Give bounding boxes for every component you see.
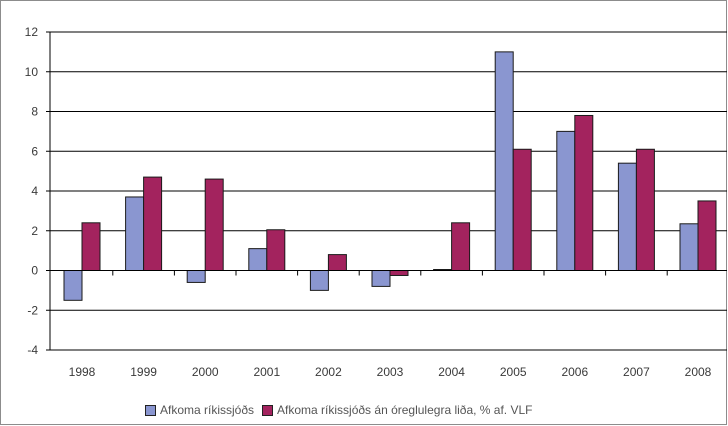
x-tick-label: 2003 [377, 365, 404, 379]
x-tick-label: 2007 [623, 365, 650, 379]
legend-item-series-2: Afkoma ríkissjóðs án óreglulegra liða, %… [262, 403, 532, 417]
bar-series-1-2003 [371, 270, 391, 287]
bar-series-2-2003 [389, 270, 409, 276]
x-tick-label: 2000 [192, 365, 219, 379]
legend-swatch-series-1 [145, 404, 156, 416]
legend-swatch-series-2 [262, 404, 274, 416]
bar-series-2-2007 [635, 148, 655, 271]
y-tick-label: 6 [31, 144, 38, 158]
legend-item-series-1: Afkoma ríkissjóðs [145, 403, 254, 417]
x-tick-labels: 1998 1999 2000 2001 2002 2003 2004 2005 2006 2007… [69, 365, 712, 379]
x-tick-label: 1999 [130, 365, 157, 379]
y-tick-label: 4 [31, 184, 38, 198]
bar-series-1-2001 [248, 248, 268, 271]
bar-series-2-1999 [143, 176, 163, 271]
legend-label-series-1: Afkoma ríkissjóðs [160, 403, 255, 417]
x-tick-label: 2001 [253, 365, 280, 379]
legend: Afkoma ríkissjóðs Afkoma ríkissjóðs án ó… [145, 402, 540, 418]
y-tick-labels: 12 10 8 6 4 2 0 -2 -4 [25, 25, 39, 357]
x-tick-label: 2002 [315, 365, 342, 379]
bar-series-2-2000 [204, 178, 224, 271]
bars [63, 51, 717, 301]
y-tick-label: 12 [25, 25, 39, 39]
bar-series-1-2005 [494, 51, 514, 271]
bar-series-2-1998 [81, 222, 101, 272]
x-tick-label: 1998 [69, 365, 96, 379]
x-tick-label: 2005 [500, 365, 527, 379]
bar-series-1-2002 [309, 270, 329, 291]
bar-series-2-2005 [512, 148, 532, 271]
bar-series-2-2006 [574, 114, 594, 271]
x-tick-label: 2004 [438, 365, 465, 379]
y-tick-label: -2 [27, 303, 38, 317]
legend-label-series-2: Afkoma ríkissjóðs án óreglulegra liða, %… [277, 403, 533, 417]
bar-series-1-1999 [125, 196, 145, 271]
y-tick-label: 10 [25, 65, 39, 79]
bar-series-1-1998 [63, 270, 83, 301]
y-tick-label: 0 [31, 264, 38, 278]
bar-series-1-2008 [679, 223, 699, 271]
x-tick-label: 2006 [561, 365, 588, 379]
y-tick-label: 2 [31, 224, 38, 238]
bar-series-1-2000 [186, 270, 206, 283]
bar-series-1-2006 [556, 130, 576, 271]
x-tick-label: 2008 [685, 365, 712, 379]
bar-series-2-2008 [697, 200, 717, 271]
bar-series-2-2004 [451, 222, 471, 272]
axes [46, 31, 727, 351]
y-tick-label: -4 [27, 343, 38, 357]
bar-series-2-2001 [266, 229, 286, 272]
bar-series-2-2002 [327, 254, 347, 272]
y-tick-label: 8 [31, 105, 38, 119]
bar-series-1-2007 [617, 162, 637, 271]
